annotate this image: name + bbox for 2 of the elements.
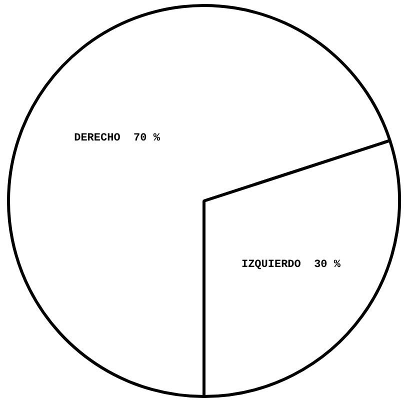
slice-label: DERECHO 70 % <box>74 132 160 145</box>
slice-label: IZQUIERDO 30 % <box>241 258 341 271</box>
